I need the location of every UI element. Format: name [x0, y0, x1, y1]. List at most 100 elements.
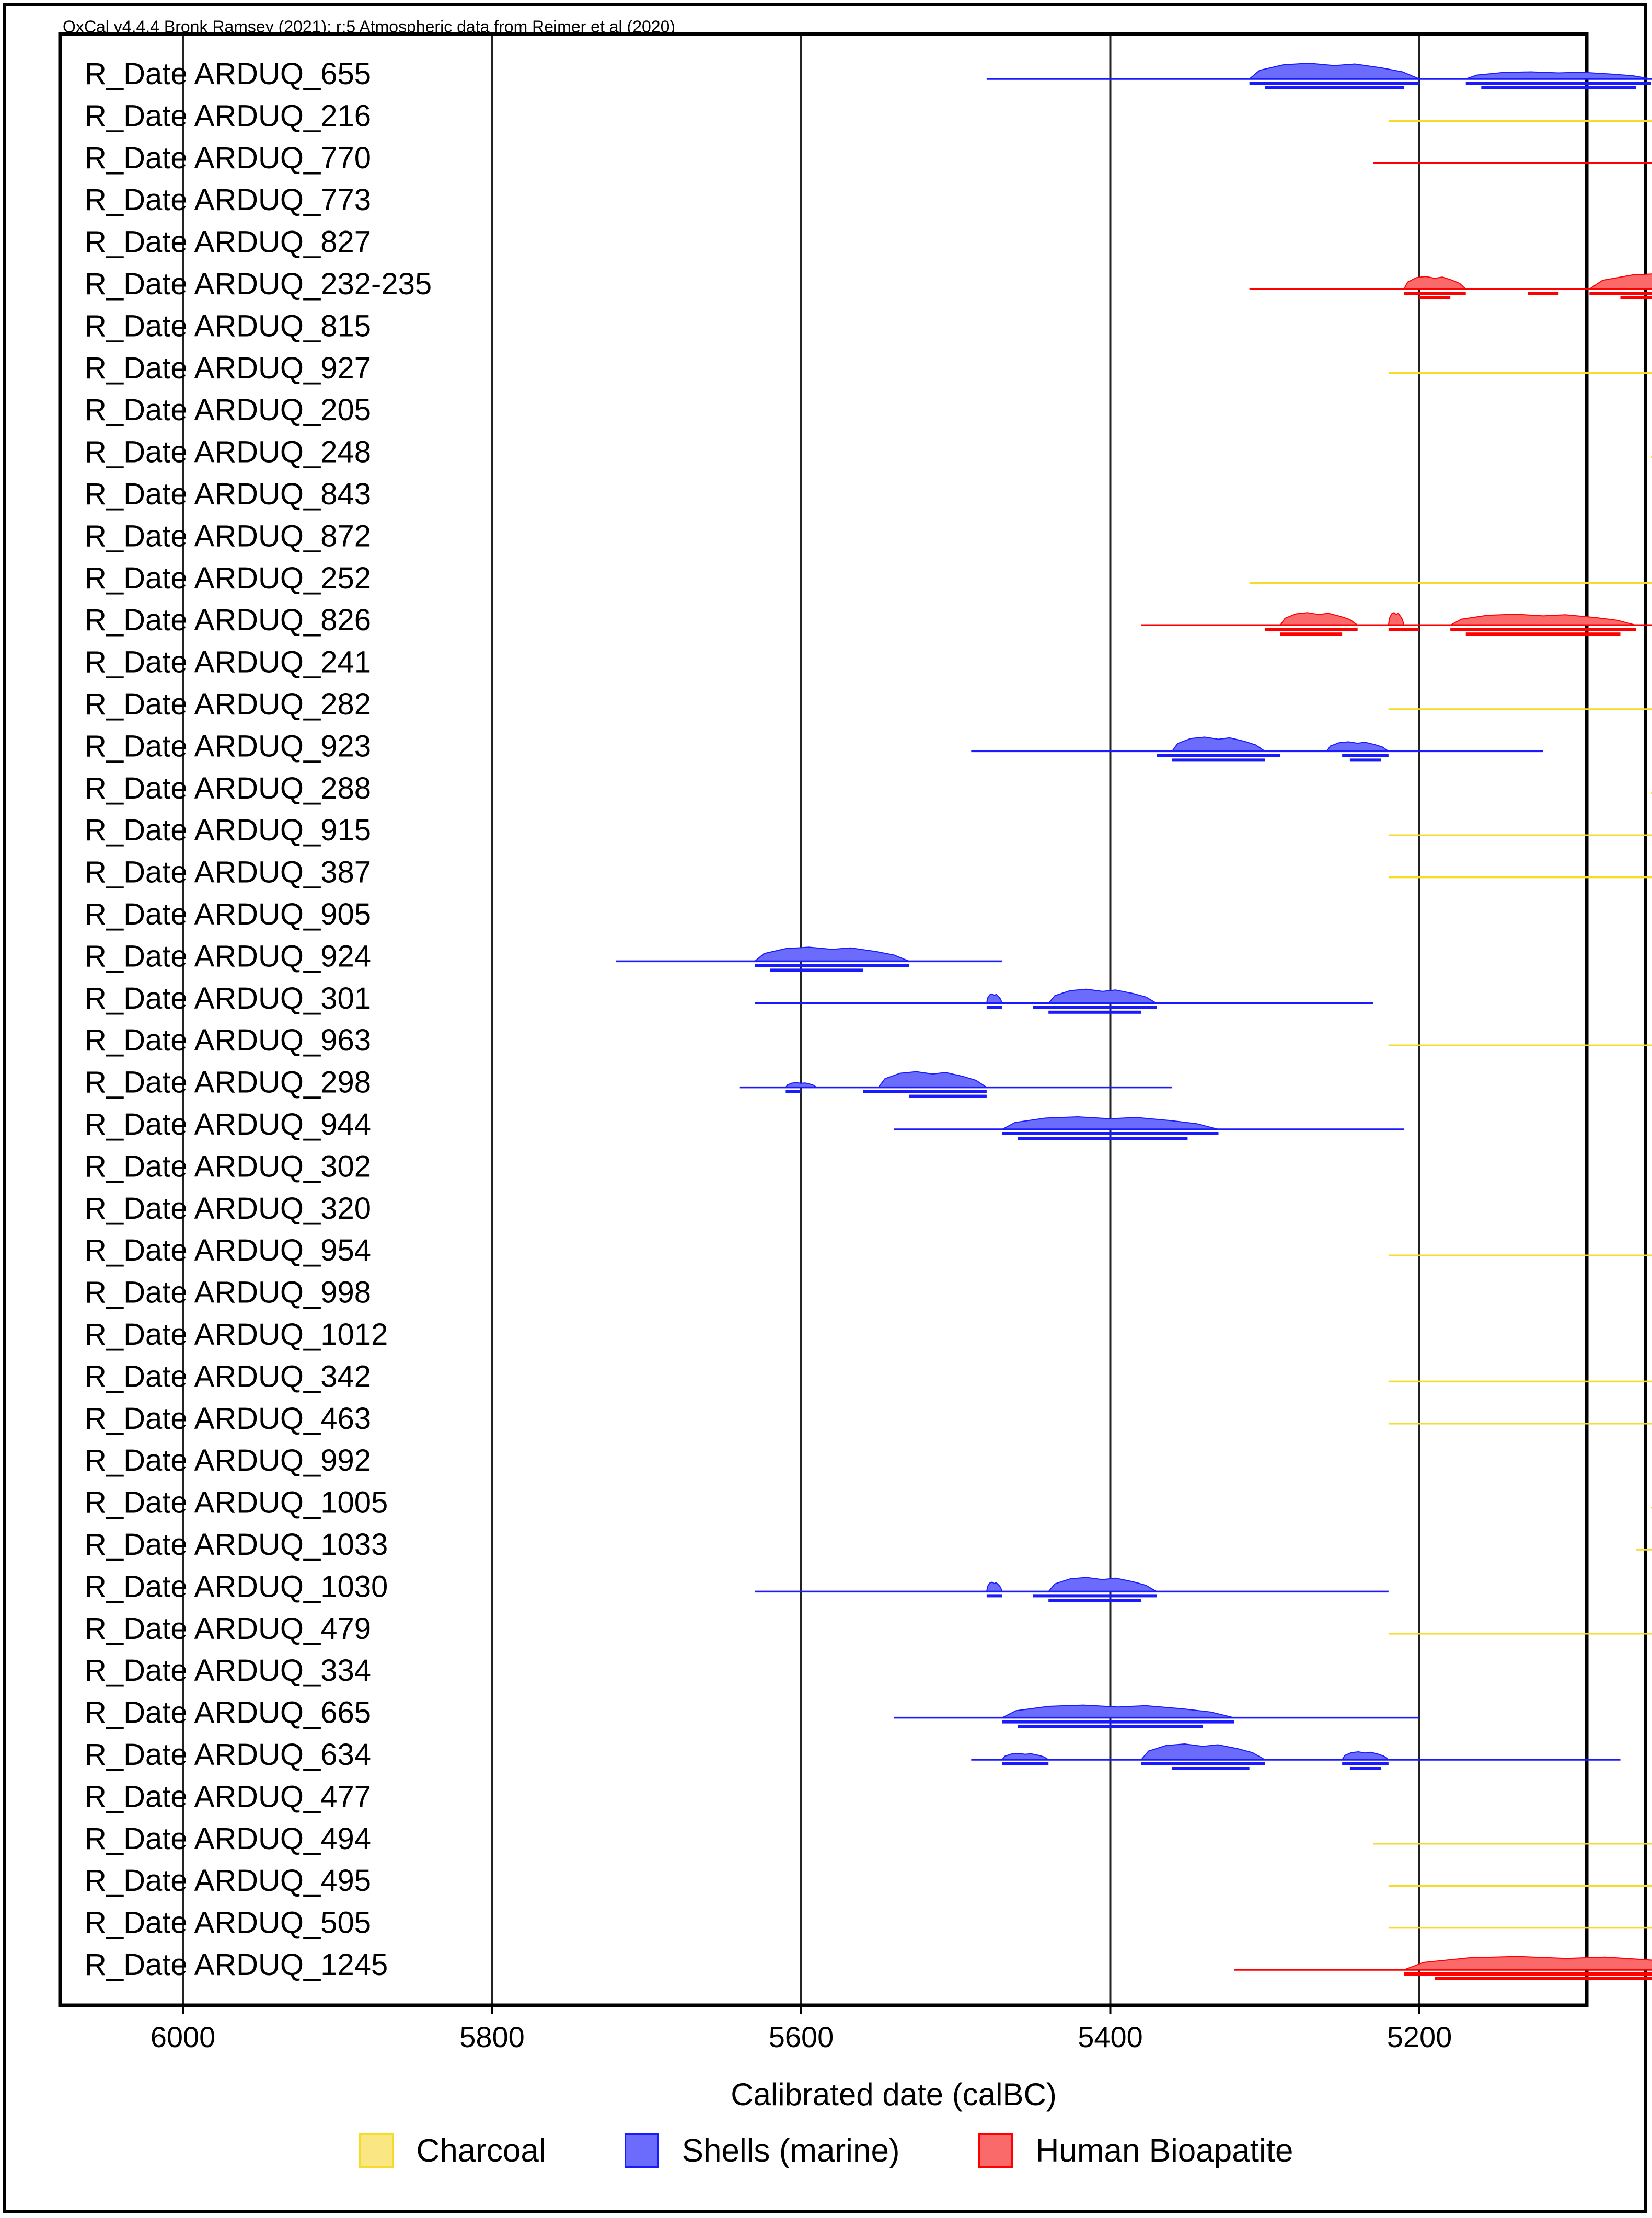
range-bar-68: [1018, 1137, 1188, 1140]
series-row: R_Date ARDUQ_872: [85, 519, 371, 553]
probability-distribution: [1587, 273, 1652, 290]
sample-label: R_Date ARDUQ_248: [85, 435, 371, 469]
sample-label: R_Date ARDUQ_334: [85, 1654, 371, 1688]
series-row: R_Date ARDUQ_773: [85, 183, 371, 217]
legend-label: Shells (marine): [681, 2132, 900, 2169]
range-bar-95: [1342, 754, 1389, 757]
legend-item-charcoal: Charcoal: [359, 2132, 546, 2169]
sample-label: R_Date ARDUQ_494: [85, 1822, 371, 1856]
range-bar-95: [1450, 628, 1636, 631]
series-row: R_Date ARDUQ_298: [85, 1066, 1172, 1100]
legend-label: Human Bioapatite: [1035, 2132, 1293, 2169]
range-bar-95: [1033, 1594, 1157, 1598]
range-bar-68: [1349, 758, 1381, 762]
series-row: R_Date ARDUQ_655: [85, 57, 1652, 91]
sample-label: R_Date ARDUQ_495: [85, 1864, 371, 1898]
series-row: R_Date ARDUQ_252: [85, 561, 1652, 595]
probability-distribution: [1002, 1704, 1234, 1718]
range-bar-95: [1141, 1762, 1265, 1765]
probability-distribution: [877, 1071, 989, 1088]
sample-label: R_Date ARDUQ_320: [85, 1192, 371, 1226]
sample-label: R_Date ARDUQ_1033: [85, 1528, 388, 1562]
range-bar-95: [1157, 754, 1280, 757]
sample-label: R_Date ARDUQ_1030: [85, 1569, 388, 1603]
probability-distribution: [1403, 275, 1468, 290]
sample-label: R_Date ARDUQ_241: [85, 645, 371, 679]
legend-swatch: [359, 2133, 394, 2168]
sample-label: R_Date ARDUQ_342: [85, 1359, 371, 1393]
series-row: R_Date ARDUQ_1005: [85, 1486, 1652, 1520]
series-row: R_Date ARDUQ_342: [85, 1359, 1652, 1393]
probability-distribution: [1171, 736, 1267, 752]
plot-frame: [58, 32, 1589, 2007]
probability-distribution: [1140, 1743, 1267, 1760]
legend-item-shell: Shells (marine): [624, 2132, 900, 2169]
series-row: R_Date ARDUQ_815: [85, 309, 371, 343]
sample-label: R_Date ARDUQ_282: [85, 687, 371, 721]
x-tick-label: 6000: [151, 2020, 216, 2053]
series-row: R_Date ARDUQ_915: [85, 813, 1652, 847]
series-row: R_Date ARDUQ_954: [85, 1233, 1652, 1267]
range-bar-68: [1265, 86, 1404, 89]
sample-label: R_Date ARDUQ_479: [85, 1612, 371, 1646]
probability-distribution: [1002, 1116, 1219, 1130]
sample-label: R_Date ARDUQ_387: [85, 856, 371, 889]
range-bar-95: [986, 1006, 1002, 1009]
series-row: R_Date ARDUQ_1033: [85, 1528, 1652, 1562]
range-bar-95: [1002, 1762, 1049, 1765]
sample-label: R_Date ARDUQ_923: [85, 729, 371, 763]
range-bar-68: [1048, 1599, 1141, 1602]
series-row: R_Date ARDUQ_241: [85, 645, 371, 679]
sample-label: R_Date ARDUQ_924: [85, 939, 371, 973]
series-row: R_Date ARDUQ_232-235: [85, 267, 1652, 301]
range-bar-68: [770, 968, 863, 972]
sample-label: R_Date ARDUQ_477: [85, 1780, 371, 1813]
sample-label: R_Date ARDUQ_944: [85, 1107, 371, 1141]
sample-label: R_Date ARDUQ_301: [85, 981, 371, 1015]
probability-distribution: [1404, 1956, 1652, 1970]
range-bar-95: [986, 1594, 1002, 1598]
sample-label: R_Date ARDUQ_232-235: [85, 267, 432, 301]
series-row: R_Date ARDUQ_963: [85, 1023, 1652, 1057]
series-row: R_Date ARDUQ_665: [85, 1696, 1419, 1730]
range-bar-68: [1419, 296, 1451, 299]
legend: Charcoal Shells (marine) Human Bioapatite: [0, 2122, 1652, 2179]
sample-label: R_Date ARDUQ_655: [85, 57, 371, 91]
plot-area: R_Date ARDUQ_655 R_Date ARDUQ_216 R_Date A…: [58, 32, 1652, 2053]
range-bar-68: [1280, 632, 1343, 636]
range-bar-95: [1033, 1006, 1157, 1009]
sample-label: R_Date ARDUQ_1012: [85, 1318, 388, 1351]
legend-swatch: [624, 2133, 659, 2168]
probability-distribution: [986, 993, 1003, 1004]
sample-label: R_Date ARDUQ_992: [85, 1443, 371, 1477]
x-axis-label: Calibrated date (calBC): [731, 2077, 1057, 2112]
sample-label: R_Date ARDUQ_634: [85, 1738, 371, 1772]
series-row: R_Date ARDUQ_826: [85, 603, 1652, 637]
legend-label: Charcoal: [416, 2132, 546, 2169]
probability-distribution: [784, 1082, 818, 1088]
series-row: R_Date ARDUQ_301: [85, 981, 1373, 1015]
sample-label: R_Date ARDUQ_843: [85, 477, 371, 511]
sample-label: R_Date ARDUQ_1245: [85, 1948, 388, 1982]
series-row: R_Date ARDUQ_387: [85, 856, 1652, 889]
series-row: R_Date ARDUQ_282: [85, 687, 1652, 721]
oxcal-multiplot: OxCal v4.4.4 Bronk Ramsey (2021); r:5 At…: [58, 17, 1652, 2112]
range-bar-95: [863, 1090, 987, 1093]
sample-label: R_Date ARDUQ_954: [85, 1233, 371, 1267]
sample-label: R_Date ARDUQ_298: [85, 1066, 371, 1100]
series-row: R_Date ARDUQ_216: [85, 99, 1652, 133]
sample-label: R_Date ARDUQ_998: [85, 1276, 371, 1310]
series-row: R_Date ARDUQ_944: [85, 1107, 1404, 1141]
probability-distribution: [1388, 611, 1405, 626]
probability-distribution: [1465, 71, 1651, 79]
probability-distribution: [1279, 612, 1359, 626]
range-bar-95: [755, 964, 910, 967]
range-bar-95: [1342, 1762, 1389, 1765]
probability-distribution: [1247, 62, 1420, 79]
series-row: R_Date ARDUQ_923: [85, 729, 1543, 763]
sample-label: R_Date ARDUQ_773: [85, 183, 371, 217]
probability-distribution: [753, 946, 910, 962]
sample-label: R_Date ARDUQ_665: [85, 1696, 371, 1730]
series-row: R_Date ARDUQ_634: [85, 1738, 1621, 1772]
sample-label: R_Date ARDUQ_252: [85, 561, 371, 595]
